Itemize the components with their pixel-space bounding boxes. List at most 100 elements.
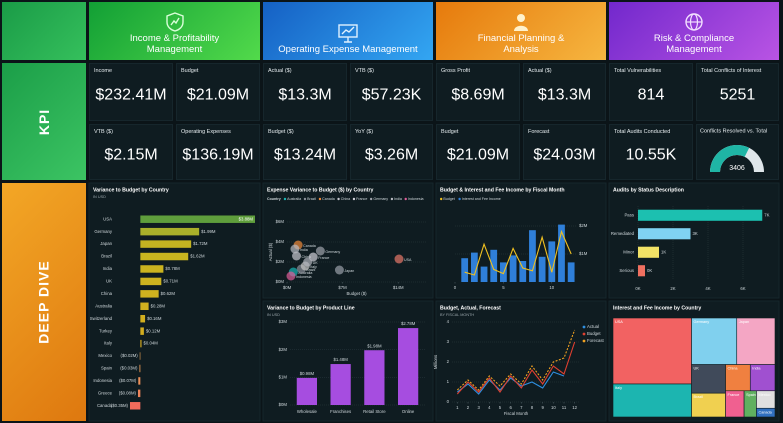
treemap-cell: [691, 317, 738, 365]
value-label: $3.88M: [239, 216, 254, 221]
point-label: UK: [313, 261, 319, 265]
kpi-label: Actual ($): [268, 68, 292, 74]
kpi-label: Conflicts Resolved vs. Total: [700, 128, 767, 134]
icon: [514, 14, 528, 32]
category-label: Brazil: [101, 254, 112, 259]
x-tick-label: 4K: [705, 286, 710, 291]
x-tick-label: 7: [520, 405, 523, 410]
y-tick-label: 0: [447, 399, 450, 404]
category-label: Serious: [619, 268, 634, 273]
value-label: $0.98M: [300, 371, 315, 376]
x-axis-title: Budget ($): [346, 291, 367, 296]
legend-label: Actual: [587, 324, 599, 329]
bar: [140, 252, 189, 261]
treemap-label: India: [752, 367, 761, 371]
point-label: Germany: [325, 250, 340, 254]
kpi-value: $136.19M: [182, 146, 254, 164]
treemap-label: UK: [694, 367, 700, 371]
y-tick-label: $4M: [276, 239, 285, 244]
value-label: ($0.02M): [121, 353, 139, 358]
legend-label: Germany: [373, 197, 388, 201]
x-tick-label: 10: [549, 285, 554, 290]
value-label: $1.72M: [193, 241, 208, 246]
y-tick-label: $2M: [279, 347, 288, 352]
category-label: Canada: [97, 403, 113, 408]
point-label: Japan: [344, 269, 354, 273]
x-tick-label: Retail Store: [363, 409, 386, 414]
line: [456, 341, 576, 395]
chart-subtitle: IN USD: [93, 195, 106, 199]
header-title: Operating Expense Management: [278, 43, 418, 55]
y-tick-label: $3M: [279, 319, 288, 324]
section-tile[interactable]: KPI: [2, 63, 86, 180]
kpi-label: Income: [94, 68, 113, 74]
point: [315, 246, 325, 256]
x-tick-label: 5: [502, 285, 505, 290]
kpi-label: Actual ($): [528, 68, 552, 74]
section-tile[interactable]: DEEP DIVE: [2, 183, 86, 421]
legend-label: Forecast: [587, 338, 605, 343]
point-label: France: [318, 256, 329, 260]
legend-marker: [582, 332, 586, 336]
kpi-card: Forecast $24.03M: [523, 124, 606, 180]
header-tile[interactable]: Risk & Compliance Management: [609, 2, 779, 60]
header-tile[interactable]: Financial Planning & Analysis: [436, 2, 606, 60]
header-tile[interactable]: Operating Expense Management: [263, 2, 433, 60]
chart-title: Audits by Status Description: [613, 187, 684, 193]
bar: [138, 377, 141, 385]
kpi-card: Total Audits Conducted 10.55K: [609, 124, 693, 180]
treemap-cell: [736, 317, 776, 365]
legend-marker: [283, 197, 287, 201]
category-label: Japan: [100, 241, 112, 246]
point-label: USA: [404, 258, 412, 262]
x-tick-label: $14M: [393, 285, 404, 290]
treemap-cell: [756, 407, 776, 418]
legend-label: France: [356, 197, 367, 201]
kpi-label: Total Vulnerabilities: [614, 68, 662, 74]
treemap-label: Canada: [758, 410, 772, 414]
kpi-card: Income $232.41M: [89, 63, 173, 121]
treemap-label: Italy: [615, 386, 622, 390]
header-tile[interactable]: Income & Profitability Management: [89, 2, 260, 60]
y-tick-label: $1M: [279, 374, 288, 379]
kpi-value: 814: [637, 86, 665, 104]
kpi-card: Budget $21.09M: [176, 63, 260, 121]
chart-subtitle: IN USD: [267, 313, 280, 317]
value-label: $0.16M: [147, 316, 162, 321]
panel: [608, 182, 780, 299]
x-tick-label: 11: [562, 405, 567, 410]
legend-marker: [458, 197, 461, 201]
treemap-cell: [725, 364, 751, 392]
legend-marker: [303, 197, 307, 201]
treemap-label: China: [728, 367, 739, 371]
x-tick-label: 4: [488, 405, 491, 410]
bar: [140, 339, 142, 348]
bar: [130, 402, 141, 410]
chart-title: Expense Variance to Budget ($) by Countr…: [267, 187, 373, 193]
value-label: $1.99M: [201, 229, 216, 234]
bar: [137, 389, 141, 398]
x-tick-label: Online: [402, 409, 415, 414]
kpi-card: VTB ($) $57.23K: [350, 63, 433, 121]
value-label: 0K: [647, 268, 652, 273]
x-tick-label: 1: [456, 405, 459, 410]
chart-subtitle: BY FISCAL MONTH: [440, 313, 474, 317]
chart-title: Budget, Actual, Forecast: [440, 305, 501, 311]
x-tick-label: 8: [531, 405, 534, 410]
kpi-value: $8.69M: [451, 86, 505, 104]
x-tick-label: 0: [454, 285, 457, 290]
bar: [140, 265, 164, 273]
kpi-value: $232.41M: [95, 86, 167, 104]
logo-tile: [2, 2, 86, 60]
kpi-label: Operating Expenses: [181, 129, 231, 135]
kpi-label: Total Audits Conducted: [614, 129, 671, 135]
bar: [139, 364, 141, 373]
treemap-label: USA: [615, 320, 623, 324]
value-label: $1.48M: [333, 357, 348, 362]
treemap-cell: [612, 383, 692, 418]
bar: [140, 215, 255, 223]
point-label: Canada: [303, 244, 316, 248]
x-tick-label: $0M: [283, 285, 292, 290]
x-tick-label: Franchises: [330, 409, 351, 414]
legend-marker: [337, 197, 340, 201]
